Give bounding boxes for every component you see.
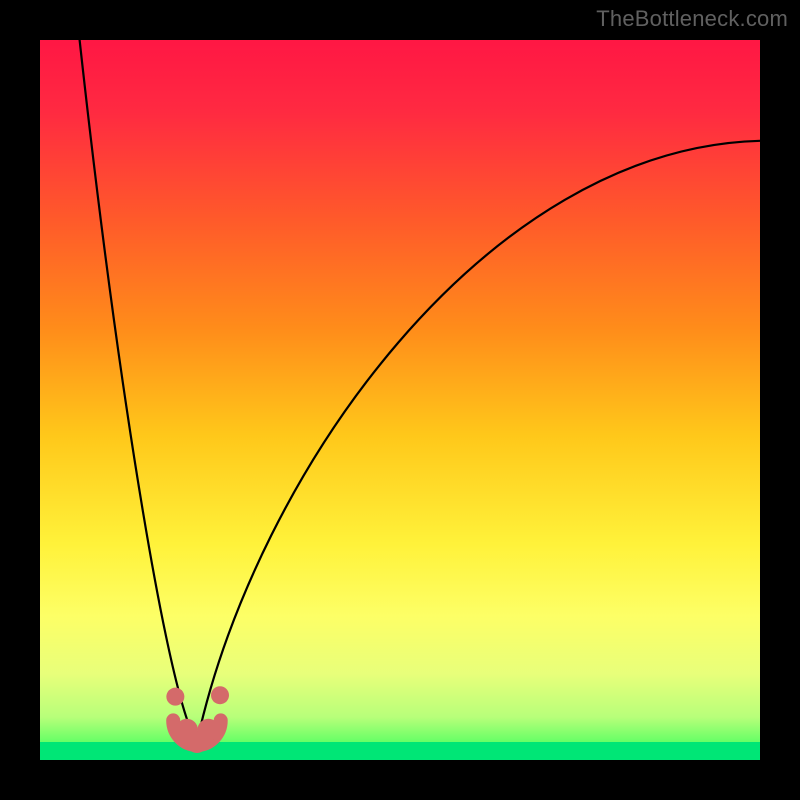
gradient-background <box>40 40 760 760</box>
watermark-text: TheBottleneck.com <box>596 6 788 32</box>
dip-marker-dot <box>166 688 184 706</box>
green-bottom-band <box>40 742 760 760</box>
dip-marker-dot <box>197 719 219 741</box>
bottleneck-chart <box>0 0 800 800</box>
dip-marker-dot <box>211 686 229 704</box>
chart-frame: TheBottleneck.com <box>0 0 800 800</box>
